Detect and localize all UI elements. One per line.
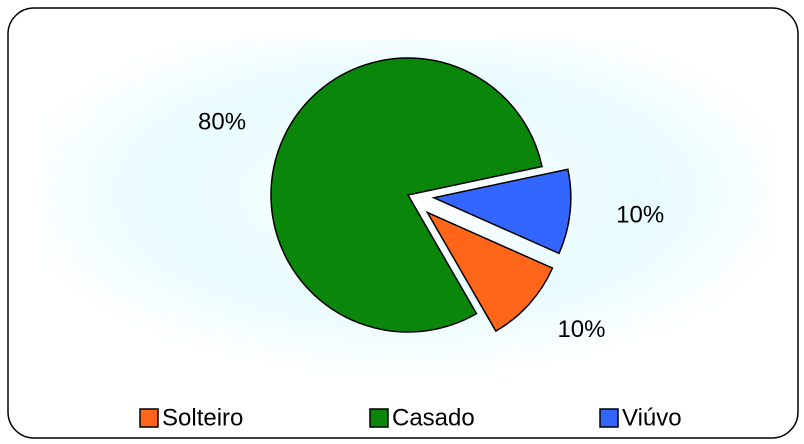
pie-slice xyxy=(431,168,572,255)
legend-label: Solteiro xyxy=(162,404,243,431)
pie-slice xyxy=(425,210,554,333)
pie-slice xyxy=(270,57,543,333)
data-label: 80% xyxy=(198,108,246,135)
legend-swatch xyxy=(599,408,619,428)
data-label: 10% xyxy=(616,202,664,229)
legend-label: Casado xyxy=(392,404,475,431)
data-label: 10% xyxy=(557,316,605,343)
legend-label: Viúvo xyxy=(622,404,682,431)
legend-swatch xyxy=(139,408,159,428)
legend-swatch xyxy=(369,408,389,428)
